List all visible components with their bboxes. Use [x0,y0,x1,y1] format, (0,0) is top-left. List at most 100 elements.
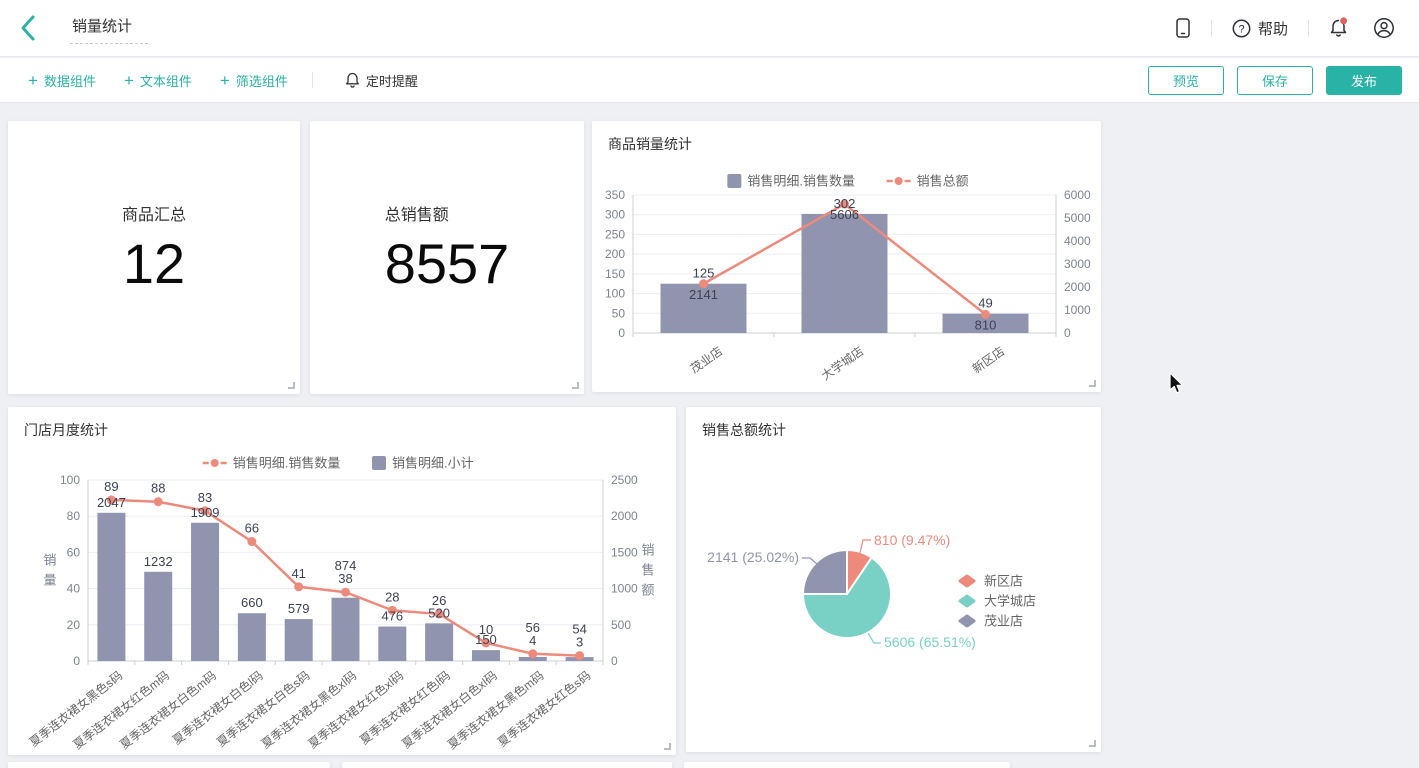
bell-notification-icon [1330,17,1347,37]
svg-text:3000: 3000 [1064,257,1091,271]
toolbar-actions: 预览 保存 发布 [1135,65,1402,95]
add-data-widget-button[interactable]: + 数据组件 [18,71,106,90]
svg-text:66: 66 [245,521,259,536]
svg-text:0: 0 [611,654,618,668]
svg-text:6000: 6000 [1064,188,1091,202]
svg-text:1500: 1500 [611,545,638,559]
svg-text:额: 额 [641,583,654,598]
chart-title: 销售总额统计 [702,422,786,438]
divider [311,72,313,88]
svg-text:302: 302 [834,196,856,211]
divider [1210,19,1212,37]
stat-card-goods-summary[interactable]: 商品汇总 12 [8,121,300,394]
svg-text:4: 4 [529,633,536,648]
svg-text:250: 250 [605,227,625,241]
svg-text:销售明细.销售数量: 销售明细.销售数量 [747,174,855,189]
notification-badge [1340,17,1347,25]
svg-text:销: 销 [43,553,56,568]
svg-text:2500: 2500 [611,473,638,487]
svg-text:0: 0 [1064,326,1071,340]
stat-value: 12 [122,232,186,296]
svg-text:售: 售 [641,563,654,578]
svg-text:476: 476 [381,609,403,624]
add-filter-widget-button[interactable]: + 筛选组件 [210,71,298,90]
goods-sales-combo-chart[interactable]: 350 300 250 200 150 100 50 0 6000 5000 4000 3000 200… [592,121,1101,392]
chart-card-sales-total-pie[interactable]: 销售总额统计 810 (9.47%) 2141 (25.02%) 5606 (65.… [686,407,1101,752]
resize-handle[interactable] [1089,740,1096,747]
svg-text:5000: 5000 [1064,211,1091,225]
svg-text:5606: 5606 [830,207,859,222]
stat-title: 总销售额 [384,207,449,225]
add-text-widget-label: 文本组件 [139,73,192,89]
resize-handle[interactable] [288,382,295,389]
bell-outline-icon [345,72,359,88]
partial-card[interactable] [684,762,1010,768]
svg-text:150: 150 [475,632,497,647]
svg-text:38: 38 [338,571,352,586]
save-button[interactable]: 保存 [1237,65,1313,95]
svg-text:1000: 1000 [611,582,638,596]
svg-text:1909: 1909 [191,505,220,520]
svg-text:茂业店: 茂业店 [688,344,726,376]
svg-text:874: 874 [335,558,357,573]
add-filter-widget-label: 筛选组件 [235,73,288,89]
help-label: 帮助 [1257,20,1288,38]
svg-text:579: 579 [288,601,310,616]
svg-text:60: 60 [67,545,81,559]
svg-text:2000: 2000 [611,509,638,523]
chart-card-store-monthly[interactable]: 门店月度统计 100 80 60 40 20 0 2500 2000 1500 1000 500 0 销… [8,407,676,755]
mobile-preview-button[interactable] [1163,16,1203,40]
notifications-button[interactable] [1317,17,1361,39]
publish-button[interactable]: 发布 [1326,65,1402,95]
help-button[interactable]: ? 帮助 [1220,18,1300,39]
svg-text:100: 100 [605,287,625,301]
plus-icon: + [28,70,38,90]
chart-title: 商品销量统计 [608,136,692,152]
svg-text:520: 520 [428,605,450,620]
svg-text:660: 660 [241,595,263,610]
scheduled-reminder-button[interactable]: 定时提醒 [335,71,428,90]
svg-text:5606 (65.51%): 5606 (65.51%) [884,634,976,650]
resize-handle[interactable] [572,382,579,389]
svg-text:56: 56 [526,620,540,635]
svg-text:大学城店: 大学城店 [818,343,866,383]
store-monthly-combo-chart[interactable]: 10080604020025002000150010005000销量销售额892… [8,407,676,755]
stat-content: 商品汇总 12 [8,121,300,394]
topbar-actions: ? 帮助 [1163,16,1407,40]
top-bar: 销量统计 ? 帮助 [0,0,1419,57]
chart-card-goods-sales[interactable]: 商品销量统计 350 300 250 200 150 100 50 0 6000 5000 4000… [592,121,1101,392]
resize-handle[interactable] [1089,380,1096,387]
svg-text:销售总额: 销售总额 [917,174,969,189]
scheduled-reminder-label: 定时提醒 [365,73,418,89]
divider [1308,19,1309,37]
add-text-widget-button[interactable]: + 文本组件 [114,71,202,90]
svg-text:10: 10 [479,622,493,637]
svg-text:810 (9.47%): 810 (9.47%) [874,532,950,548]
svg-text:0: 0 [618,326,625,340]
svg-text:810: 810 [975,317,997,332]
svg-text:100: 100 [60,473,80,487]
svg-text:4000: 4000 [1064,234,1091,248]
svg-text:2141: 2141 [689,287,718,302]
preview-button[interactable]: 预览 [1148,65,1224,95]
dashboard-title-input[interactable]: 销量统计 [70,13,149,44]
stat-card-total-sales[interactable]: 总销售额 8557 [310,121,584,394]
partial-card[interactable] [342,762,672,768]
question-circle-icon: ? [1232,19,1251,37]
resize-handle[interactable] [664,743,671,750]
svg-text:0: 0 [73,654,80,668]
svg-text:1232: 1232 [144,554,173,569]
svg-text:49: 49 [978,296,992,311]
svg-text:?: ? [1238,23,1244,35]
sales-total-pie-chart[interactable]: 810 (9.47%) 2141 (25.02%) 5606 (65.51%) 新区店… [686,407,1101,752]
svg-text:41: 41 [291,566,305,581]
svg-text:200: 200 [605,247,625,261]
svg-text:54: 54 [572,622,586,637]
account-button[interactable] [1361,17,1407,39]
svg-text:28: 28 [385,589,399,604]
partial-card[interactable] [8,762,330,768]
user-avatar-icon [1374,18,1394,38]
back-button[interactable] [18,13,44,43]
svg-text:20: 20 [67,618,81,632]
